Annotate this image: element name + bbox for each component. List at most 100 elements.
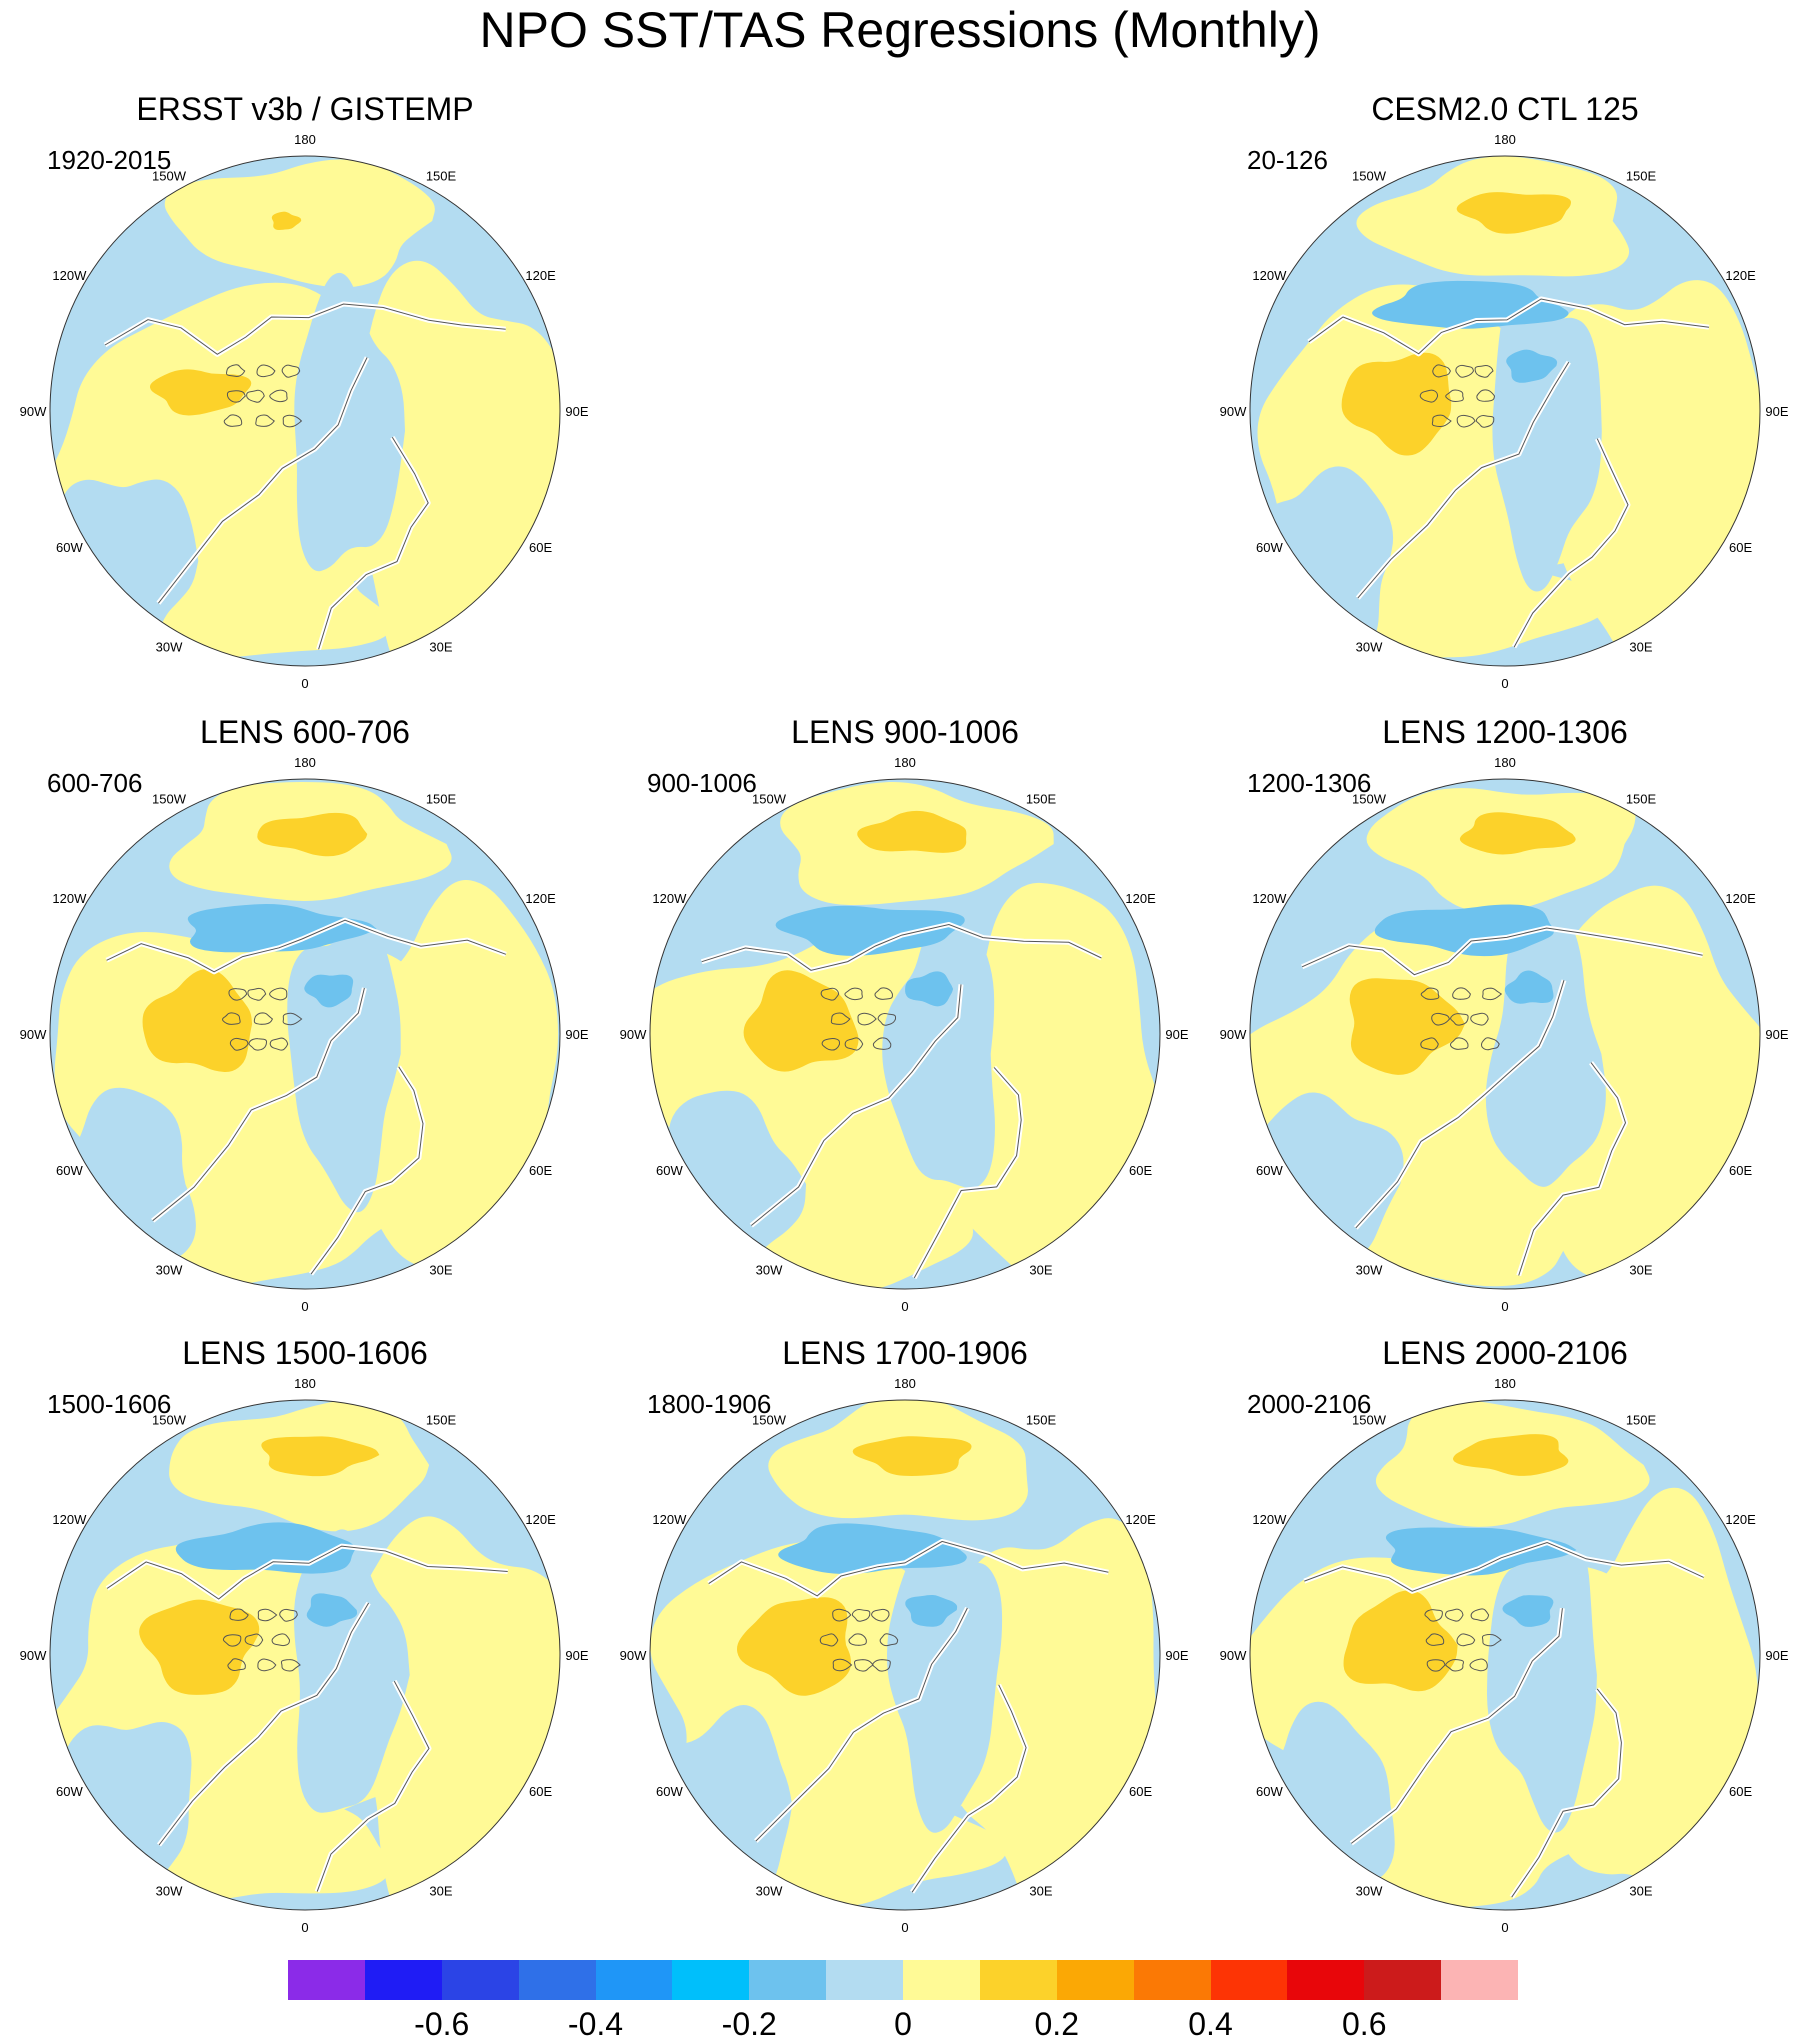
island-outline	[844, 987, 863, 1001]
longitude-label: 120E	[1725, 891, 1756, 906]
island-outline	[269, 389, 288, 403]
longitude-label: 30W	[1356, 1884, 1383, 1899]
island-outline	[1470, 1608, 1490, 1622]
longitude-label: 0	[301, 676, 308, 691]
island-outline	[1456, 1633, 1476, 1647]
longitude-label: 90E	[565, 1648, 588, 1663]
island-outline	[1470, 1012, 1489, 1026]
colorbar-segment	[1133, 1960, 1211, 2000]
strong-negative-anomaly	[304, 974, 354, 1008]
island-outline	[1431, 414, 1452, 428]
longitude-label: 150W	[1352, 791, 1387, 806]
colorbar-segment	[1210, 1960, 1288, 2000]
island-outline	[851, 1608, 871, 1622]
longitude-label: 120W	[52, 268, 87, 283]
panel-title: LENS 1700-1906	[782, 1335, 1028, 1371]
colorbar-segment	[518, 1960, 596, 2000]
longitude-label: 30W	[756, 1263, 783, 1278]
longitude-label: 90W	[1220, 404, 1247, 419]
island-outline	[247, 987, 267, 1001]
panel-period-label: 900-1006	[647, 768, 757, 798]
longitude-label: 120E	[525, 1512, 556, 1527]
island-outline	[1424, 1609, 1443, 1622]
longitude-label: 60E	[1729, 540, 1752, 555]
island-outline	[1426, 1659, 1446, 1672]
map-border	[49, 155, 561, 667]
island-outline	[853, 1659, 874, 1672]
longitude-label: 30E	[1029, 1884, 1052, 1899]
polar-map: 180 150E 120E 90E 60E 30E 0 30W 60W 90W 120W 150W	[620, 1376, 1189, 1935]
strong-positive-anomaly	[257, 812, 368, 857]
longitude-label: 150W	[1352, 168, 1387, 183]
colorbar-segment	[1441, 1960, 1518, 2000]
island-outline	[269, 987, 288, 1001]
colorbar-segment	[1287, 1960, 1365, 2000]
strong-positive-anomaly	[743, 970, 859, 1072]
island-outline	[877, 1012, 896, 1026]
longitude-label: 150W	[752, 1412, 787, 1427]
island-outline	[248, 1038, 268, 1051]
longitude-label: 90E	[1765, 1027, 1788, 1042]
longitude-label: 150W	[752, 791, 787, 806]
island-outline	[821, 1038, 841, 1051]
longitude-label: 60E	[1129, 1784, 1152, 1799]
island-outline	[1450, 1037, 1469, 1050]
strong-negative-anomaly	[1504, 970, 1554, 1004]
panel-title: CESM2.0 CTL 125	[1371, 91, 1639, 127]
longitude-label: 150E	[1626, 1412, 1657, 1427]
colorbar-segment	[288, 1960, 365, 2000]
longitude-label: 30E	[1029, 1263, 1052, 1278]
strong-positive-anomaly	[271, 211, 302, 230]
longitude-label: 60W	[56, 1784, 83, 1799]
longitude-label: 90W	[20, 404, 47, 419]
strong-positive-anomaly	[852, 1436, 972, 1476]
strong-negative-anomaly	[905, 1594, 958, 1627]
longitude-label: 30W	[756, 1884, 783, 1899]
longitude-label: 120E	[1125, 1512, 1156, 1527]
island-outline	[819, 1633, 839, 1647]
coastline-outline	[1350, 1608, 1563, 1844]
longitude-label: 30W	[156, 1263, 183, 1278]
island-outline	[282, 414, 303, 428]
longitude-label: 0	[1501, 676, 1508, 691]
longitude-label: 0	[901, 1920, 908, 1935]
longitude-label: 30W	[156, 1884, 183, 1899]
longitude-label: 60W	[656, 1163, 683, 1178]
island-outline	[844, 1037, 864, 1051]
longitude-label: 120W	[1252, 891, 1287, 906]
coastline-outline	[158, 1602, 370, 1846]
panel-title: ERSST v3b / GISTEMP	[136, 91, 474, 127]
strong-negative-anomaly	[778, 1523, 967, 1575]
longitude-label: 90W	[1220, 1648, 1247, 1663]
coastline-outline	[318, 437, 429, 650]
panel-title: LENS 1200-1306	[1382, 714, 1628, 750]
panel-period-label: 2000-2106	[1247, 1389, 1372, 1419]
strong-negative-anomaly	[1502, 1595, 1554, 1627]
longitude-label: 90E	[1765, 404, 1788, 419]
strong-positive-anomaly	[857, 810, 967, 853]
longitude-label: 150W	[152, 1412, 187, 1427]
positive-anomaly-region	[164, 159, 435, 288]
island-outline	[1419, 389, 1439, 403]
panel-period-label: 1200-1306	[1247, 768, 1372, 798]
polar-map: 180 150E 120E 90E 60E 30E 0 30W 60W 90W 120W 150W	[1220, 755, 1789, 1314]
island-outline	[1445, 1608, 1464, 1622]
panel-period-label: 20-126	[1247, 145, 1328, 175]
panel-period-label: 600-706	[47, 768, 143, 798]
island-outline	[874, 987, 893, 1000]
island-outline	[1450, 1013, 1469, 1026]
coastline-outline	[1511, 1688, 1622, 1898]
longitude-label: 90W	[20, 1648, 47, 1663]
longitude-label: 30E	[429, 1263, 452, 1278]
longitude-label: 120W	[652, 891, 687, 906]
positive-anomaly-region	[1540, 1487, 1760, 1910]
coastline-outline	[316, 1680, 430, 1892]
longitude-label: 30W	[156, 640, 183, 655]
longitude-label: 90E	[1165, 1648, 1188, 1663]
longitude-label: 150W	[152, 791, 187, 806]
island-outline	[222, 1634, 242, 1647]
longitude-label: 150E	[426, 1412, 457, 1427]
longitude-label: 0	[301, 1299, 308, 1314]
island-outline	[281, 364, 301, 378]
strong-negative-anomaly	[1385, 1527, 1577, 1576]
